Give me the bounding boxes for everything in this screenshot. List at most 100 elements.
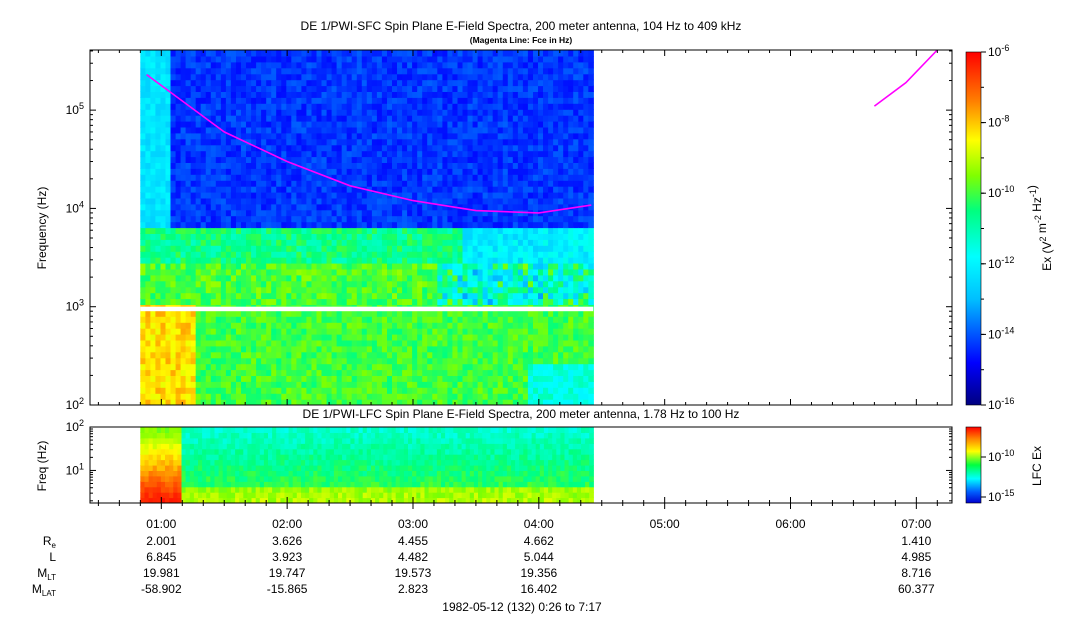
sfc-cell xyxy=(271,67,277,75)
sfc-cell xyxy=(387,369,393,376)
sfc-cell xyxy=(432,73,438,81)
sfc-cell xyxy=(407,345,413,353)
sfc-cell xyxy=(472,192,479,199)
sfc-cell xyxy=(256,280,262,288)
sfc-cell xyxy=(457,91,464,98)
sfc-cell xyxy=(366,357,373,365)
sfc-cell xyxy=(447,369,453,376)
sfc-cell xyxy=(210,55,217,63)
sfc-cell xyxy=(371,156,378,163)
sfc-cell xyxy=(351,109,358,116)
sfc-cell xyxy=(286,369,292,376)
sfc-cell xyxy=(527,280,534,288)
sfc-cell xyxy=(392,144,398,152)
sfc-cell xyxy=(160,280,167,288)
sfc-cell xyxy=(311,85,318,92)
sfc-cell xyxy=(341,138,348,146)
sfc-cell xyxy=(467,103,474,110)
sfc-cell xyxy=(472,162,479,169)
sfc-cell xyxy=(291,109,297,116)
sfc-cell xyxy=(150,239,156,246)
sfc-cell xyxy=(291,345,297,353)
sfc-cell xyxy=(387,186,393,193)
sfc-cell xyxy=(351,91,358,98)
sfc-cell xyxy=(533,245,539,252)
sfc-cell xyxy=(371,109,378,116)
sfc-cell xyxy=(447,168,453,175)
sfc-cell xyxy=(155,203,161,211)
sfc-cell xyxy=(507,197,514,205)
sfc-cell xyxy=(236,103,242,110)
sfc-cell xyxy=(190,156,197,163)
sfc-cell xyxy=(321,298,328,305)
sfc-cell xyxy=(477,268,484,276)
sfc-cell xyxy=(502,268,509,276)
sfc-cell xyxy=(165,109,172,116)
sfc-cell xyxy=(266,85,272,92)
sfc-cell xyxy=(487,61,494,69)
sfc-cell xyxy=(331,310,338,317)
sfc-cell xyxy=(336,174,343,181)
sfc-cell xyxy=(165,393,172,400)
sfc-cell xyxy=(331,180,338,187)
sfc-cell xyxy=(241,375,247,382)
sfc-cell xyxy=(527,126,534,134)
sfc-cell xyxy=(185,286,192,294)
sfc-cell xyxy=(447,399,453,405)
sfc-cell xyxy=(316,334,323,341)
sfc-cell xyxy=(543,334,549,341)
sfc-cell xyxy=(407,73,413,81)
sfc-cell xyxy=(402,298,408,305)
sfc-cell xyxy=(271,103,277,110)
sfc-cell xyxy=(366,351,373,359)
sfc-cell xyxy=(236,197,242,205)
sfc-cell xyxy=(160,67,167,75)
sfc-cell xyxy=(155,375,161,382)
sfc-cell xyxy=(422,156,428,163)
sfc-cell xyxy=(467,239,474,246)
sfc-cell xyxy=(155,103,161,110)
sfc-cell xyxy=(387,132,393,140)
sfc-cell xyxy=(321,251,328,258)
sfc-cell xyxy=(533,97,539,104)
sfc-cell xyxy=(533,239,539,246)
sfc-cell xyxy=(407,50,413,57)
sfc-cell xyxy=(452,115,458,122)
sfc-cell xyxy=(417,79,423,87)
sfc-cell xyxy=(185,239,192,246)
sfc-cell xyxy=(407,298,413,305)
sfc-cell xyxy=(477,109,484,116)
sfc-cell xyxy=(230,221,237,229)
sfc-cell xyxy=(215,245,222,252)
sfc-cell xyxy=(246,345,252,353)
sfc-cell xyxy=(356,209,363,217)
sfc-cell xyxy=(236,209,242,217)
sfc-cell xyxy=(155,351,161,359)
sfc-cell xyxy=(361,132,368,140)
sfc-cell xyxy=(251,97,257,104)
sfc-cell xyxy=(296,215,302,223)
sfc-cell xyxy=(200,138,207,146)
sfc-cell xyxy=(517,245,524,252)
sfc-cell xyxy=(371,339,378,347)
sfc-cell xyxy=(507,351,514,359)
sfc-cell xyxy=(266,387,272,394)
sfc-cell xyxy=(371,186,378,193)
sfc-cell xyxy=(346,328,353,335)
sfc-cell xyxy=(236,156,242,163)
sfc-cell xyxy=(266,339,272,347)
sfc-cell xyxy=(261,221,267,229)
sfc-cell xyxy=(507,345,514,353)
sfc-cell xyxy=(215,180,222,187)
sfc-cell xyxy=(165,227,172,234)
sfc-cell xyxy=(155,239,161,246)
sfc-cell xyxy=(150,351,156,359)
sfc-cell xyxy=(482,357,489,365)
sfc-cell xyxy=(341,351,348,359)
sfc-cell xyxy=(462,251,469,258)
sfc-cell xyxy=(266,375,272,382)
sfc-cell xyxy=(467,339,474,347)
sfc-cell xyxy=(150,292,156,300)
sfc-cell xyxy=(427,215,433,223)
sfc-cell xyxy=(472,298,479,305)
